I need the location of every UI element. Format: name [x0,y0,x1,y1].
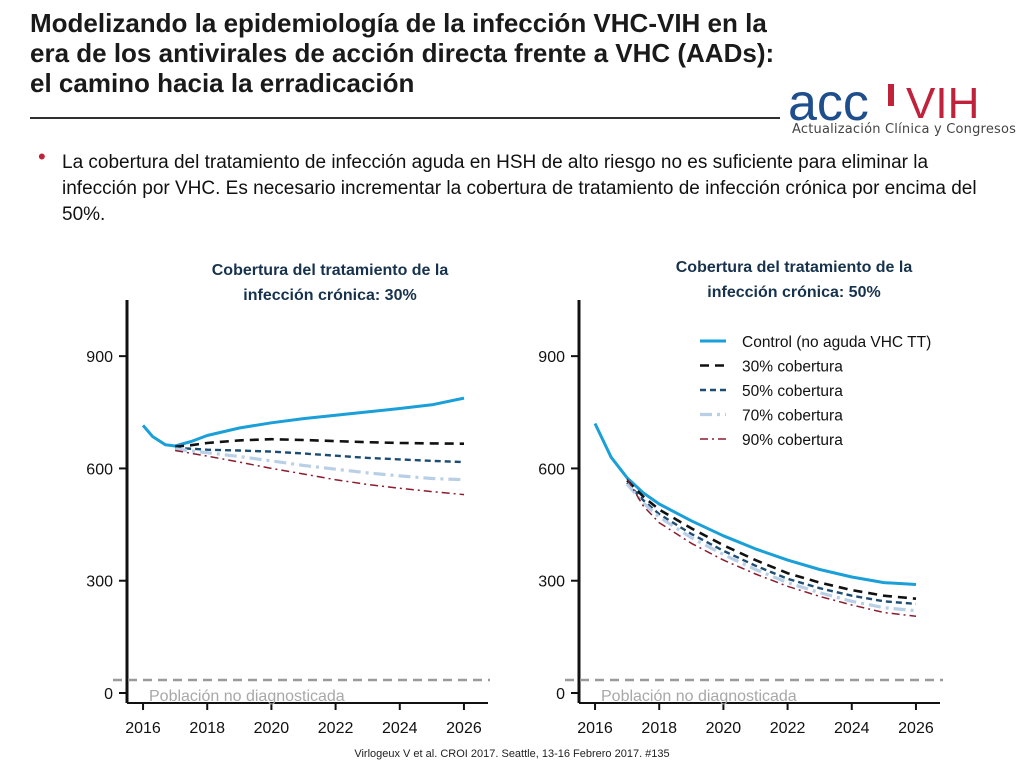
slide-title: Modelizando la epidemiología de la infec… [30,8,775,98]
bullet-text: La cobertura del tratamiento de infecció… [62,152,977,225]
chart-1-y-tick-label: 900 [86,349,113,366]
chart-2-x-tick-label: 2020 [706,720,742,737]
chart-1-x-tick-label: 2024 [382,720,418,737]
chart-2-y-tick-label: 900 [538,349,565,366]
chart-2-y-tick-label: 0 [556,686,565,703]
citation: Virlogeux V et al. CROI 2017. Seattle, 1… [354,748,670,760]
chart-2-series-2-line [626,479,917,600]
chart-1-x-tick-label: 2026 [446,720,482,737]
chart-2-x-tick-label: 2016 [577,720,613,737]
chart-2-series-5-line [626,478,917,618]
chart-1-title: Cobertura del tratamiento de la infecció… [211,262,449,304]
title-divider [30,117,780,119]
logo-acc-text: acc [788,76,869,132]
chart-1-series-1-line [141,396,465,448]
chart-2-title: Cobertura del tratamiento de la infecció… [675,259,913,301]
chart-2-x-tick-label: 2024 [834,720,870,737]
chart-2-x-tick-label: 2018 [641,720,677,737]
chart-2-series-1-line [593,422,917,586]
chart-2-legend-label-3: 50% cobertura [742,383,843,400]
chart-1-series-4-line [174,447,465,482]
chart-2-series-4-line [625,483,917,613]
chart-2-legend-label-4: 70% cobertura [742,408,843,425]
chart-2-legend-label-5: 90% cobertura [742,432,843,449]
logo-subtitle: Actualización Clínica y Congresos [792,122,1017,137]
chart-2-legend-label-1: Control (no aguda VHC TT) [742,334,931,351]
chart-1-x-tick-label: 2020 [254,720,290,737]
bullet-dot-icon: • [38,144,46,169]
chart-1-series-3-line [175,446,465,464]
chart-1-reference-label: Población no diagnosticada [149,688,345,705]
chart-2-x-tick-label: 2022 [770,720,806,737]
chart-2-y-tick-label: 300 [538,574,565,591]
chart-1-y-tick-label: 0 [104,686,113,703]
chart-1-series-2-line [174,437,465,448]
chart-1-x-tick-label: 2018 [189,720,225,737]
logo-red-mark [888,84,894,106]
acc-vih-logo: acc VIH [788,76,979,132]
chart-2-x-tick-label: 2026 [898,720,934,737]
chart-1-series-5-line [174,449,465,496]
chart-1-y-tick-label: 300 [86,574,113,591]
chart-2-reference-label: Población no diagnosticada [601,688,797,705]
chart-2-legend-label-2: 30% cobertura [742,359,843,376]
chart-1-x-tick-label: 2016 [125,720,161,737]
logo-vih-text: VIH [906,79,979,128]
chart-2-y-tick-label: 600 [538,461,565,478]
chart-2-series-3-line [626,481,917,606]
chart-1-y-tick-label: 600 [86,461,113,478]
chart-1-x-tick-label: 2022 [318,720,354,737]
